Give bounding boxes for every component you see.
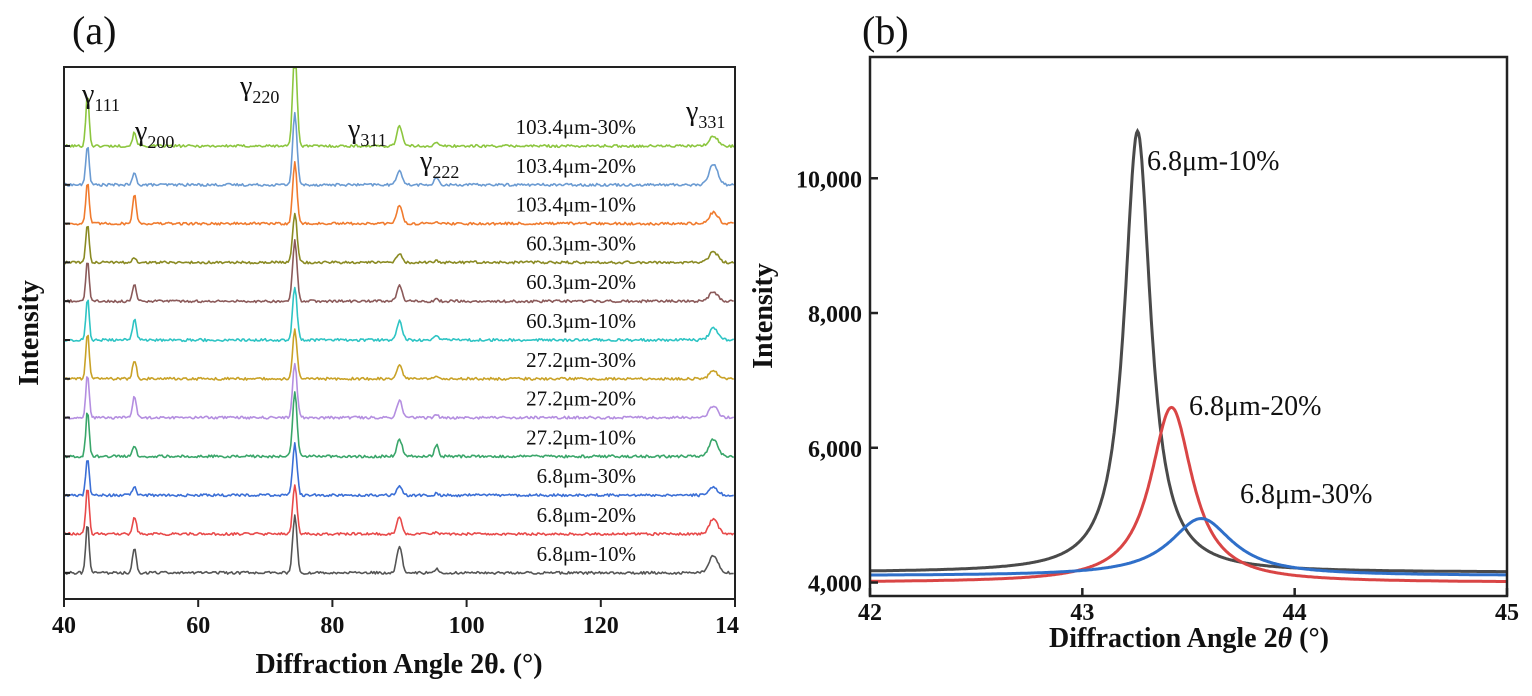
curve-label: 6.8μm-20% [1189,391,1321,422]
panel-b-x-axis-title: Diffraction Angle 2θ (°) [1049,623,1329,654]
trace-label: 60.3μm-10% [526,309,636,333]
x-tick-label: 40 [52,613,76,639]
panel-a-traces [63,67,735,575]
panel-a-frame [63,66,736,600]
curve-line [869,127,1507,574]
curve-line [870,405,1507,583]
trace-line [63,362,735,420]
x-tick-label: 120 [583,613,619,639]
y-tick-label: 6,000 [808,437,862,463]
panel-a: (a) γ111 γ200 γ220 γ311 γ222 γ331 103.4μm-30%… [14,8,739,680]
trace-label: 27.2μm-10% [526,425,636,449]
y-tick-label: 8,000 [808,302,862,328]
x-tick-label: 100 [449,613,485,639]
trace-line [63,442,734,498]
trace-line [63,514,734,575]
trace-label: 6.8μm-30% [537,464,636,488]
panel-b-x-ticks: 42 43 44 45 [858,588,1519,626]
trace-line [63,239,734,304]
panel-b-curves [869,127,1507,583]
trace-line [63,161,734,226]
trace-label: 6.8μm-10% [537,542,636,566]
panel-b-curve-labels: 6.8μm-10% 6.8μm-20% 6.8μm-30% [1147,146,1372,510]
peak-label: γ222 [419,146,459,182]
trace-line [63,484,735,537]
trace-label: 6.8μm-20% [537,503,636,527]
trace-line [63,212,735,265]
trace-line [63,111,735,187]
trace-line [63,391,735,459]
trace-label: 103.4μm-10% [516,193,636,217]
x-tick-label: 44 [1283,600,1307,626]
trace-label: 60.3μm-20% [526,270,636,294]
peak-label: γ311 [347,114,387,150]
trace-label: 27.2μm-30% [526,348,636,372]
panel-b-frame [868,55,1509,598]
panel-b: (b) 6.8μm-10% 6.8μm-20% 6.8μm-30% 42 43 44 45… [748,8,1519,654]
x-tick-label: 60 [186,613,210,639]
y-tick-label: 10,000 [796,167,862,193]
trace-line [63,286,735,343]
trace-line [63,328,734,381]
trace-label: 103.4μm-20% [516,154,636,178]
panel-a-letter: (a) [72,8,116,53]
panel-a-trace-labels: 103.4μm-30% 103.4μm-20% 103.4μm-10% 60.3μm-… [516,115,636,566]
trace-line [63,67,735,149]
panel-a-y-axis-title: Intensity [14,280,45,386]
curve-label: 6.8μm-30% [1240,479,1372,510]
panel-a-peak-labels: γ111 γ200 γ220 γ311 γ222 γ331 [81,71,725,182]
peak-label: γ331 [685,96,725,132]
panel-b-letter: (b) [862,8,909,53]
curve-line [870,516,1507,577]
panel-b-y-ticks: 4,000 6,000 8,000 10,000 [796,167,878,598]
trace-label: 103.4μm-30% [516,115,636,139]
x-tick-label: 42 [858,600,882,626]
x-tick-label: 14 [715,613,739,639]
panel-a-x-axis-title: Diffraction Angle 2θ. (°) [255,649,542,680]
panel-a-x-ticks: 40 60 80 100 120 14 [52,599,739,639]
x-tick-label: 80 [320,613,344,639]
y-tick-label: 4,000 [808,572,862,598]
x-tick-label: 45 [1495,600,1519,626]
x-tick-label: 43 [1070,600,1094,626]
panel-b-y-axis-title: Intensity [748,263,779,369]
curve-label: 6.8μm-10% [1147,146,1279,177]
trace-label: 60.3μm-30% [526,231,636,255]
peak-label: γ200 [134,116,174,152]
peak-label: γ111 [81,79,120,115]
peak-label: γ220 [239,71,279,107]
trace-label: 27.2μm-20% [526,387,636,411]
